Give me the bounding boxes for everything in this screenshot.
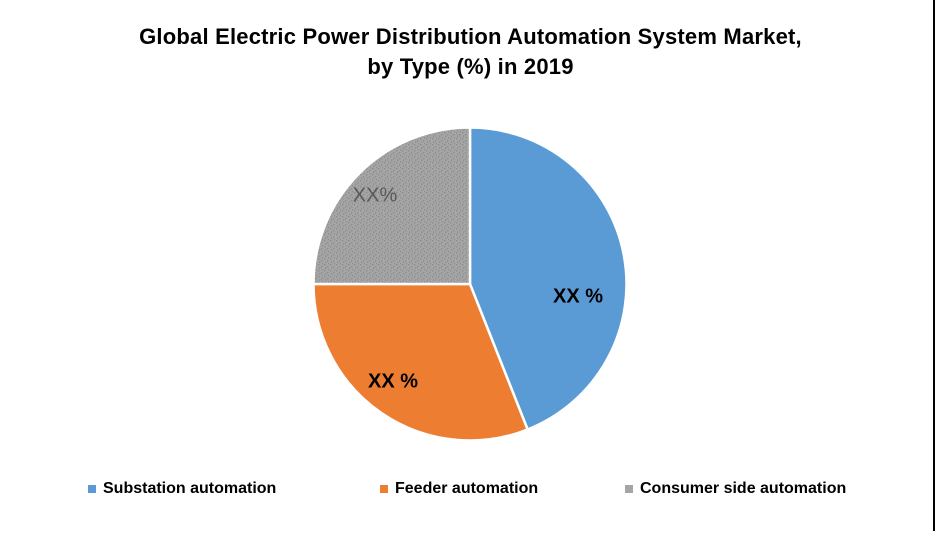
slice-label-feeder: XX %: [367, 370, 419, 393]
legend-item-substation: Substation automation: [88, 480, 276, 498]
slice-label-substation: XX %: [552, 285, 604, 308]
chart-title: Global Electric Power Distribution Autom…: [0, 22, 941, 82]
pie-chart: [312, 126, 628, 442]
pie-slice-substation-automation: [468, 126, 628, 431]
legend-label-consumer: Consumer side automation: [640, 480, 847, 497]
legend-label-feeder: Feeder automation: [395, 480, 539, 497]
legend-marker-feeder: [380, 485, 388, 493]
slice-label-consumer: XX%: [352, 184, 398, 207]
chart-title-line1: Global Electric Power Distribution Autom…: [139, 24, 802, 49]
legend-marker-consumer: [625, 485, 633, 493]
page-right-border: [933, 0, 935, 531]
legend-item-consumer: Consumer side automation: [625, 480, 846, 498]
legend-label-substation: Substation automation: [103, 480, 277, 497]
legend-item-feeder: Feeder automation: [380, 480, 538, 498]
chart-title-line2: by Type (%) in 2019: [367, 54, 574, 79]
pie-slice-consumer-side-automation: [312, 126, 472, 286]
legend-marker-substation: [88, 485, 96, 493]
pie-slice-feeder-automation: [312, 282, 529, 442]
